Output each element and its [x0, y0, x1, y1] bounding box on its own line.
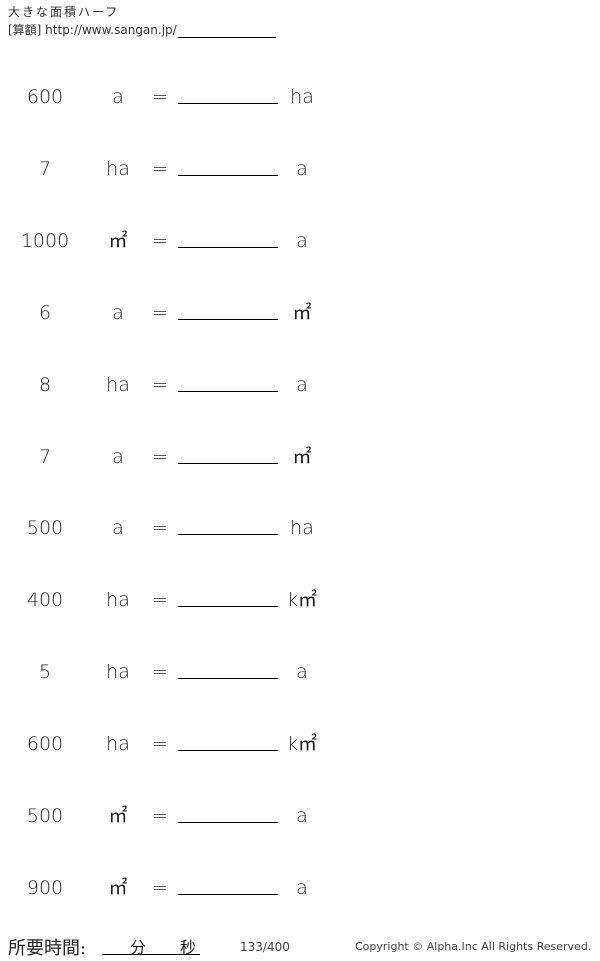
answer-blank: [178, 657, 278, 680]
problem-row: 400 ha = k㎡: [0, 585, 340, 615]
from-unit: ha: [106, 661, 130, 684]
from-unit: a: [112, 86, 124, 108]
to-unit: ha: [290, 517, 314, 540]
to-unit: ㎡: [292, 445, 312, 468]
equals-sign: =: [152, 373, 168, 396]
problem-value: 600: [26, 86, 64, 108]
copyright: Copyright © Alpha.Inc All Rights Reserve…: [355, 940, 592, 953]
problem-row: 8 ha = a: [0, 370, 340, 400]
seconds-label: 秒: [180, 938, 197, 957]
problem-row: 900 ㎡ = a: [0, 873, 340, 903]
problem-row: 1000 ㎡ = a: [0, 226, 340, 256]
from-unit: ha: [106, 157, 130, 180]
to-unit: a: [296, 157, 308, 180]
problem-value: 5: [38, 661, 52, 684]
problem-value: 1000: [20, 229, 70, 252]
problem-value: 6: [38, 301, 52, 324]
answer-blank: [178, 82, 278, 104]
to-unit: a: [296, 876, 308, 899]
answer-blank: [178, 873, 278, 895]
problem-row: 5 ha = a: [0, 657, 340, 687]
problem-row: 600 a = ha: [0, 82, 340, 112]
site-line: [算額] http://www.sangan.jp/: [8, 21, 276, 38]
to-unit: a: [296, 373, 308, 396]
from-unit: a: [112, 445, 124, 468]
equals-sign: =: [152, 229, 168, 252]
answer-blank: [178, 442, 278, 464]
equals-sign: =: [152, 445, 168, 468]
problem-value: 500: [26, 517, 64, 540]
time-label: 所要時間:: [8, 938, 87, 959]
page-number: 133/400: [240, 940, 290, 954]
problem-row: 7 ha = a: [0, 154, 340, 184]
problem-value: 900: [26, 876, 64, 899]
answer-blank: [178, 513, 278, 536]
problem-value: 600: [26, 733, 64, 756]
problem-value: 500: [26, 805, 64, 827]
equals-sign: =: [152, 661, 168, 684]
minutes-label: 分: [130, 938, 147, 957]
equals-sign: =: [152, 589, 168, 612]
answer-blank: [178, 370, 278, 392]
problem-value: 400: [26, 589, 64, 612]
answer-blank: [178, 585, 278, 608]
equals-sign: =: [152, 157, 168, 180]
problem-value: 7: [38, 157, 52, 180]
equals-sign: =: [152, 805, 168, 827]
from-unit: ㎡: [108, 805, 128, 827]
answer-blank: [178, 298, 278, 320]
site-url: [算額] http://www.sangan.jp/: [8, 23, 177, 37]
equals-sign: =: [152, 733, 168, 756]
to-unit: ha: [290, 86, 314, 108]
equals-sign: =: [152, 517, 168, 540]
answer-blank: [178, 154, 278, 176]
equals-sign: =: [152, 86, 168, 108]
from-unit: ha: [106, 589, 130, 612]
to-unit: a: [296, 805, 308, 827]
to-unit: a: [296, 229, 308, 252]
problem-value: 7: [38, 445, 52, 468]
from-unit: a: [112, 301, 124, 324]
to-unit: a: [296, 661, 308, 684]
problem-row: 500 a = ha: [0, 513, 340, 543]
from-unit: ㎡: [108, 229, 128, 252]
problem-row: 7 a = ㎡: [0, 442, 340, 472]
problem-row: 600 ha = k㎡: [0, 729, 340, 759]
equals-sign: =: [152, 301, 168, 324]
time-field: 分 秒: [102, 934, 200, 957]
problem-row: 6 a = ㎡: [0, 298, 340, 328]
answer-blank: [178, 226, 278, 248]
to-unit: k㎡: [286, 589, 317, 612]
problem-row: 500 ㎡ = a: [0, 801, 340, 831]
to-unit: k㎡: [286, 733, 317, 756]
from-unit: ㎡: [108, 876, 128, 899]
from-unit: ha: [106, 373, 130, 396]
equals-sign: =: [152, 876, 168, 899]
from-unit: ha: [106, 733, 130, 756]
to-unit: ㎡: [292, 301, 312, 324]
from-unit: a: [112, 517, 124, 540]
answer-blank: [178, 729, 278, 752]
problem-value: 8: [38, 373, 52, 396]
name-blank: [177, 25, 276, 38]
answer-blank: [178, 801, 278, 823]
worksheet-title: 大きな面積ハーフ: [8, 5, 120, 19]
